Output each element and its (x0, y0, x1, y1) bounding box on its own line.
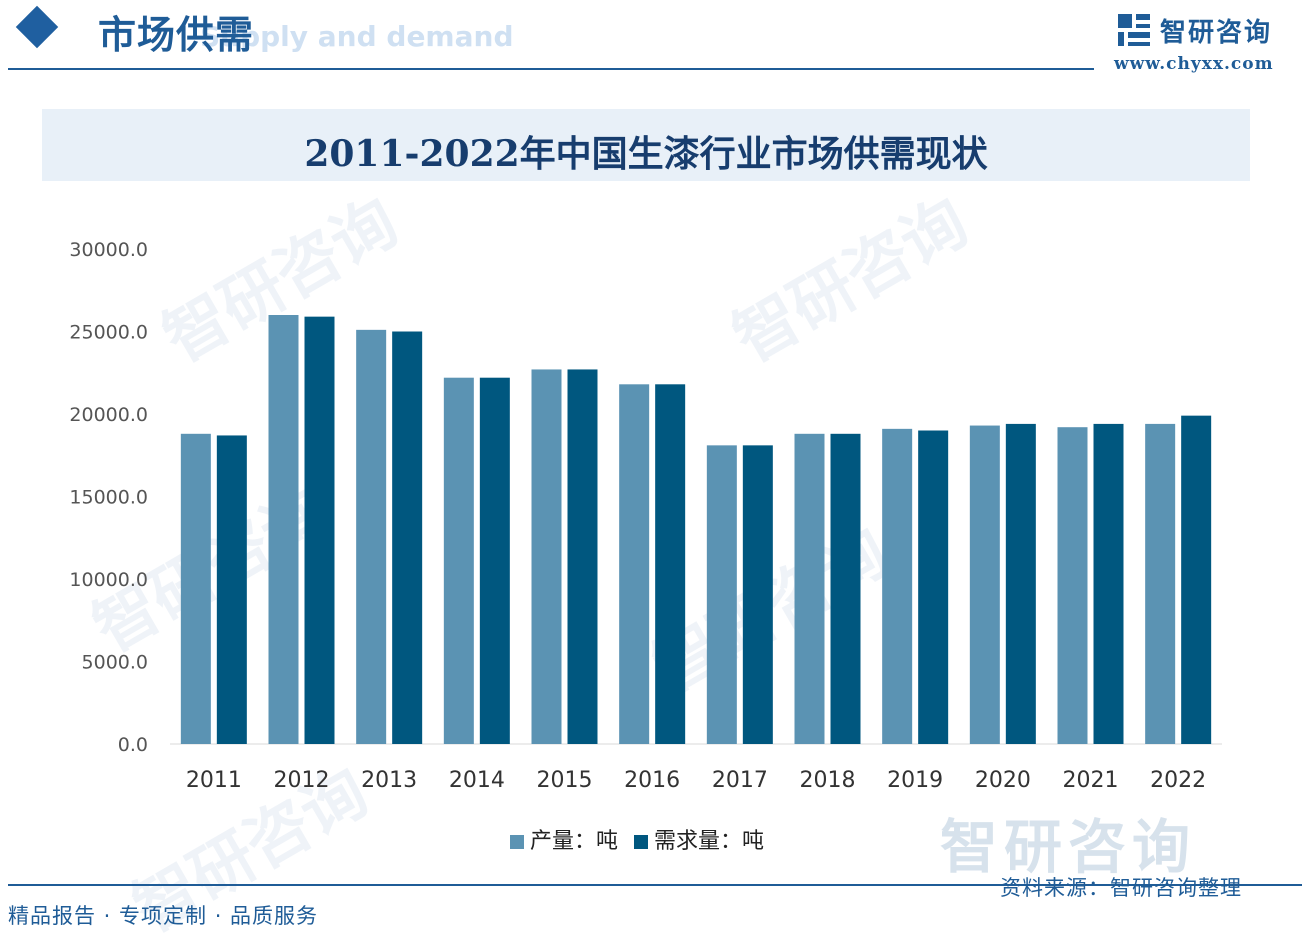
header-subtitle: Supply and demand (200, 20, 514, 53)
chart-title-band: 2011-2022年中国生漆行业市场供需现状 (42, 109, 1250, 181)
x-tick-label: 2012 (274, 768, 330, 793)
legend-label: 需求量：吨 (654, 829, 764, 854)
legend-swatch (510, 835, 524, 849)
x-tick-label: 2018 (800, 768, 856, 793)
bar-demand (1181, 415, 1212, 744)
bar-demand (742, 445, 773, 744)
bar-demand (1005, 423, 1036, 744)
bar-production (794, 433, 825, 744)
bar-demand (918, 430, 949, 744)
bar-chart: 0.0 5000.0 10000.0 15000.0 20000.0 25000.0 300… (69, 239, 1222, 854)
footer-slogan: 精品报告 · 专项定制 · 品质服务 (8, 904, 319, 928)
y-tick-label: 20000.0 (69, 404, 148, 426)
y-tick-label: 25000.0 (69, 322, 148, 344)
bar-demand (567, 369, 598, 744)
watermark-brand: 智研咨询 (940, 813, 1197, 881)
chart-title: 2011-2022年中国生漆行业市场供需现状 (304, 133, 988, 175)
y-tick-label: 5000.0 (82, 652, 148, 674)
brand-logo-icon (1118, 14, 1150, 46)
bar-production (531, 369, 562, 744)
x-tick-label: 2011 (186, 768, 242, 793)
x-tick-label: 2019 (887, 768, 943, 793)
bar-demand (830, 433, 861, 744)
x-tick-label: 2020 (975, 768, 1031, 793)
brand-url[interactable]: www.chyxx.com (1114, 54, 1274, 74)
header-divider (8, 68, 1094, 70)
x-tick-label: 2014 (449, 768, 505, 793)
x-tick-label: 2016 (624, 768, 680, 793)
x-tick-label: 2021 (1063, 768, 1119, 793)
bar-demand (1093, 423, 1124, 744)
source-note: 资料来源：智研咨询整理 (1000, 876, 1242, 900)
x-tick-label: 2017 (712, 768, 768, 793)
bar-production (356, 329, 387, 744)
legend-swatch (634, 835, 648, 849)
bar-demand (216, 435, 247, 744)
bar-production (1057, 427, 1088, 744)
bar-production (443, 377, 474, 744)
bar-demand (479, 377, 510, 744)
bar-production (180, 433, 211, 744)
y-tick-label: 0.0 (118, 734, 148, 756)
bar-production (706, 445, 737, 744)
brand-name: 智研咨询 (1160, 18, 1273, 48)
brand: 智研咨询 www.chyxx.com (1112, 8, 1292, 78)
y-tick-label: 10000.0 (69, 569, 148, 591)
bar-production (1145, 423, 1176, 744)
legend-label: 产量：吨 (530, 829, 618, 854)
page-title: 市场供需 (98, 13, 255, 57)
bar-production (619, 384, 650, 744)
y-tick-label: 30000.0 (69, 239, 148, 261)
footer-divider (8, 884, 1302, 886)
bar-demand (392, 331, 423, 744)
bar-production (268, 315, 299, 744)
bar-demand (655, 384, 686, 744)
x-tick-label: 2013 (361, 768, 417, 793)
x-tick-label: 2015 (537, 768, 593, 793)
bar-demand (304, 316, 335, 744)
x-tick-label: 2022 (1150, 768, 1206, 793)
y-tick-label: 15000.0 (69, 487, 148, 509)
bar-production (882, 428, 913, 744)
bar-production (969, 425, 1000, 744)
